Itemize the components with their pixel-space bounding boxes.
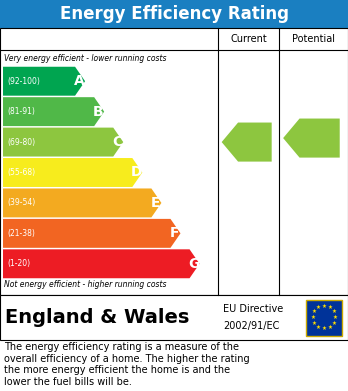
Text: (55-68): (55-68): [7, 168, 35, 177]
Polygon shape: [3, 97, 104, 126]
Text: The energy efficiency rating is a measure of the
overall efficiency of a home. T: The energy efficiency rating is a measur…: [4, 342, 250, 387]
Text: (81-91): (81-91): [7, 107, 35, 116]
Polygon shape: [3, 158, 142, 187]
Text: ★: ★: [312, 321, 317, 326]
Text: F: F: [170, 226, 179, 240]
Bar: [306, 300, 342, 335]
Text: ★: ★: [331, 321, 336, 326]
Text: Not energy efficient - higher running costs: Not energy efficient - higher running co…: [4, 280, 166, 289]
Bar: [0, 0, 348, 28]
Polygon shape: [3, 249, 199, 278]
Text: 2002/91/EC: 2002/91/EC: [223, 321, 279, 331]
Text: (92-100): (92-100): [7, 77, 40, 86]
Text: ★: ★: [312, 309, 317, 314]
Polygon shape: [222, 122, 272, 161]
Text: ★: ★: [310, 315, 315, 320]
Text: ★: ★: [322, 304, 326, 309]
Text: D: D: [130, 165, 142, 179]
Polygon shape: [3, 188, 161, 217]
Text: B: B: [93, 105, 103, 118]
Text: G: G: [188, 257, 199, 271]
Polygon shape: [3, 127, 123, 156]
Bar: [0, 28, 348, 295]
Text: C: C: [112, 135, 122, 149]
Text: Potential: Potential: [292, 34, 335, 44]
Text: E: E: [151, 196, 160, 210]
Polygon shape: [3, 67, 85, 96]
Text: ★: ★: [327, 325, 332, 330]
Polygon shape: [283, 118, 340, 158]
Text: EU Directive: EU Directive: [223, 305, 283, 314]
Text: A: A: [74, 74, 85, 88]
Text: ★: ★: [316, 325, 321, 330]
Text: ★: ★: [316, 305, 321, 310]
Text: (1-20): (1-20): [7, 259, 30, 268]
Text: (21-38): (21-38): [7, 229, 35, 238]
Text: 70: 70: [243, 133, 267, 151]
Text: England & Wales: England & Wales: [5, 308, 189, 327]
Text: ★: ★: [322, 326, 326, 331]
Bar: [0, 295, 348, 340]
Text: ★: ★: [327, 305, 332, 310]
Text: Very energy efficient - lower running costs: Very energy efficient - lower running co…: [4, 54, 166, 63]
Text: Current: Current: [230, 34, 267, 44]
Text: (39-54): (39-54): [7, 198, 35, 208]
Text: ★: ★: [331, 309, 336, 314]
Polygon shape: [3, 219, 181, 248]
Text: 76: 76: [308, 129, 331, 147]
Text: ★: ★: [333, 315, 338, 320]
Text: Energy Efficiency Rating: Energy Efficiency Rating: [60, 5, 288, 23]
Text: (69-80): (69-80): [7, 138, 35, 147]
